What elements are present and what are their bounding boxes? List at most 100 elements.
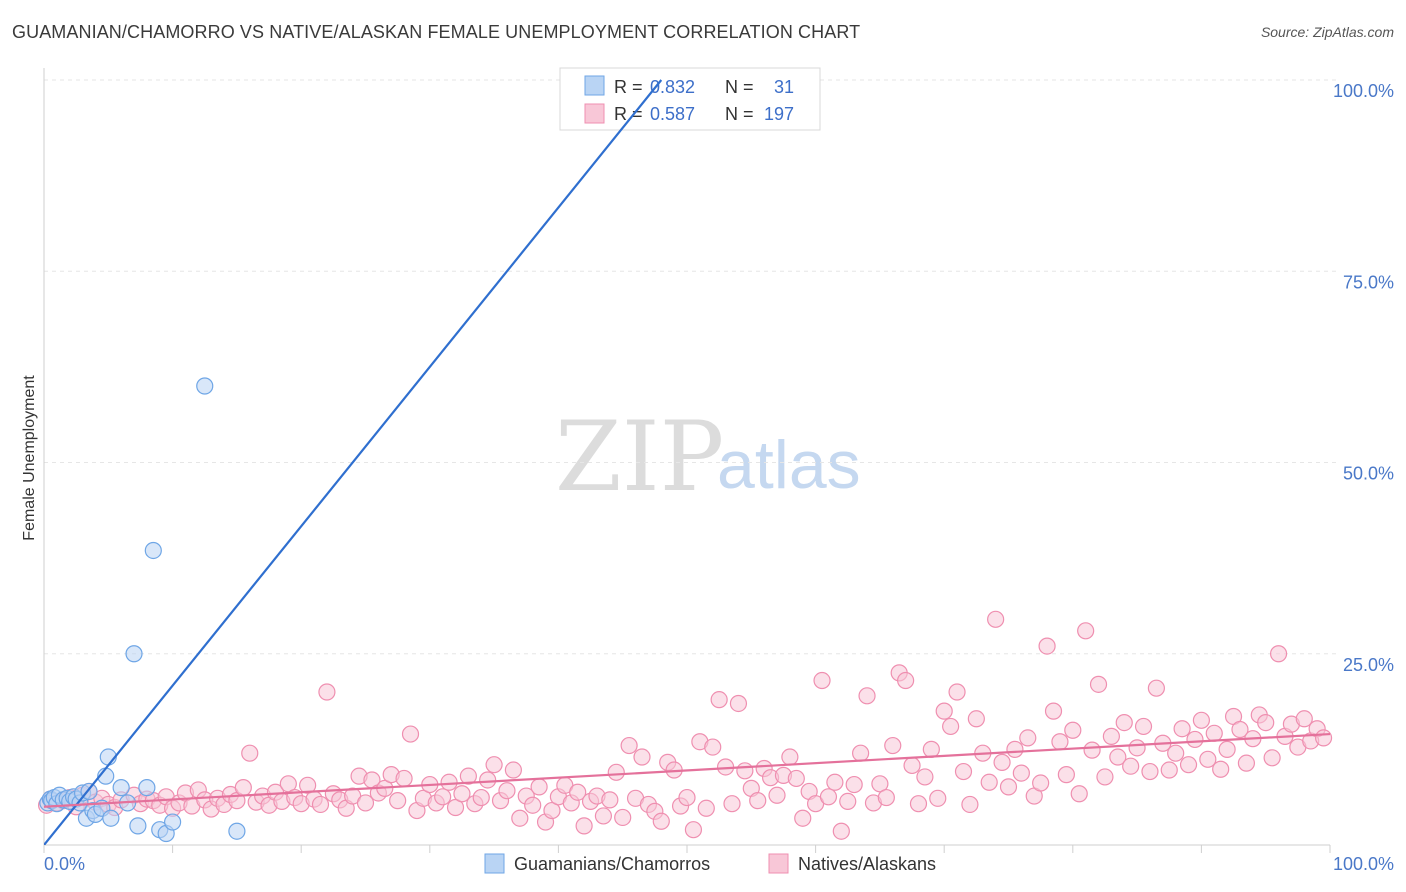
point-native-131 [884, 736, 902, 755]
trend-line-native [44, 732, 1331, 808]
point-guamanian-26 [144, 541, 162, 560]
point-native-122 [826, 773, 844, 791]
legend-swatch-guamanian [484, 853, 505, 874]
point-native-76 [530, 778, 548, 796]
point-native-169 [1128, 739, 1146, 757]
point-native-158 [1057, 766, 1075, 784]
stats-n-value-1: 31 [774, 77, 794, 97]
point-native-126 [852, 744, 870, 762]
point-native-130 [877, 788, 895, 807]
stats-n-label-1: N = [725, 77, 754, 97]
point-guamanian-25 [138, 779, 156, 797]
point-native-179 [1192, 711, 1211, 729]
point-native-178 [1186, 730, 1204, 749]
point-guamanian-20 [102, 809, 120, 827]
point-native-121 [819, 788, 838, 806]
point-native-102 [697, 799, 715, 817]
point-native-168 [1122, 757, 1140, 775]
point-native-67 [472, 788, 490, 807]
series-1-points [37, 610, 1333, 840]
point-native-137 [922, 740, 940, 758]
series-legend: Guamanians/Chamorros Natives/Alaskans [484, 853, 936, 874]
point-guamanian-23 [125, 645, 143, 663]
point-native-161 [1077, 622, 1095, 640]
point-native-100 [684, 821, 703, 839]
point-native-31 [241, 744, 259, 762]
gridlines [44, 79, 1340, 655]
point-native-175 [1167, 744, 1185, 762]
y-tick-labels: 25.0% 50.0% 75.0% 100.0% [1333, 81, 1394, 675]
trend-lines [44, 79, 1331, 845]
point-native-151 [1012, 764, 1030, 782]
point-native-123 [832, 822, 850, 840]
point-native-176 [1173, 720, 1191, 738]
point-native-43 [318, 683, 336, 701]
stats-legend: R = 0.832 N = 31 R = 0.587 N = 197 [559, 67, 821, 131]
point-native-88 [607, 763, 625, 781]
point-native-166 [1109, 748, 1127, 766]
point-native-54 [389, 792, 407, 810]
legend-swatch-native [768, 853, 789, 874]
point-native-61 [434, 788, 452, 806]
point-native-65 [459, 767, 477, 785]
point-native-127 [858, 687, 876, 705]
point-native-87 [601, 791, 619, 809]
point-guamanian-29 [164, 813, 182, 831]
point-native-148 [993, 753, 1011, 771]
point-native-120 [813, 671, 831, 690]
point-guamanian-21 [112, 779, 130, 797]
stats-r-label-1: R = [614, 77, 643, 97]
watermark-zip: ZIP [555, 401, 724, 513]
point-native-163 [1089, 675, 1108, 693]
point-native-40 [299, 776, 317, 794]
point-native-154 [1032, 774, 1050, 792]
stats-r-value-1: 0.832 [650, 77, 695, 97]
point-native-125 [845, 775, 863, 794]
point-native-142 [954, 762, 973, 781]
point-native-133 [897, 671, 915, 690]
point-native-113 [768, 786, 786, 804]
point-native-180 [1199, 750, 1217, 768]
point-native-72 [504, 761, 522, 779]
point-native-135 [909, 795, 928, 813]
trend-line-guamanian [44, 79, 663, 845]
point-native-115 [781, 748, 799, 766]
point-native-141 [948, 683, 966, 701]
point-native-95 [652, 812, 670, 830]
point-native-107 [729, 694, 748, 713]
point-native-124 [839, 792, 857, 810]
point-native-138 [929, 789, 947, 807]
point-native-82 [569, 783, 587, 801]
point-native-190 [1263, 749, 1281, 767]
data-points [37, 377, 1333, 843]
point-native-106 [723, 795, 741, 813]
point-native-89 [614, 808, 632, 827]
point-native-83 [575, 817, 593, 835]
point-guamanian-24 [129, 817, 147, 835]
point-native-71 [498, 782, 516, 800]
legend-label-guamanian: Guamanians/Chamorros [514, 854, 710, 874]
point-native-56 [401, 725, 420, 743]
point-native-136 [916, 768, 934, 786]
point-native-129 [871, 775, 889, 793]
point-native-182 [1212, 760, 1230, 778]
stats-n-value-2: 197 [764, 104, 794, 124]
x-tick-label-min: 0.0% [44, 854, 85, 874]
point-native-160 [1070, 785, 1088, 803]
point-native-68 [479, 771, 497, 789]
point-native-117 [794, 809, 812, 827]
point-native-164 [1096, 768, 1114, 786]
point-native-156 [1044, 702, 1063, 720]
point-native-147 [987, 610, 1005, 628]
chart-title: GUAMANIAN/CHAMORRO VS NATIVE/ALASKAN FEM… [12, 22, 861, 42]
y-tick-label-1: 50.0% [1343, 464, 1394, 484]
point-native-55 [395, 769, 413, 788]
point-native-198 [1314, 729, 1333, 747]
point-native-185 [1231, 720, 1249, 739]
stats-swatch-guamanian [584, 75, 605, 96]
point-native-149 [999, 778, 1018, 796]
stats-r-value-2: 0.587 [650, 104, 695, 124]
stats-swatch-native [584, 103, 605, 124]
stats-n-label-2: N = [725, 104, 754, 124]
point-native-183 [1218, 740, 1236, 758]
